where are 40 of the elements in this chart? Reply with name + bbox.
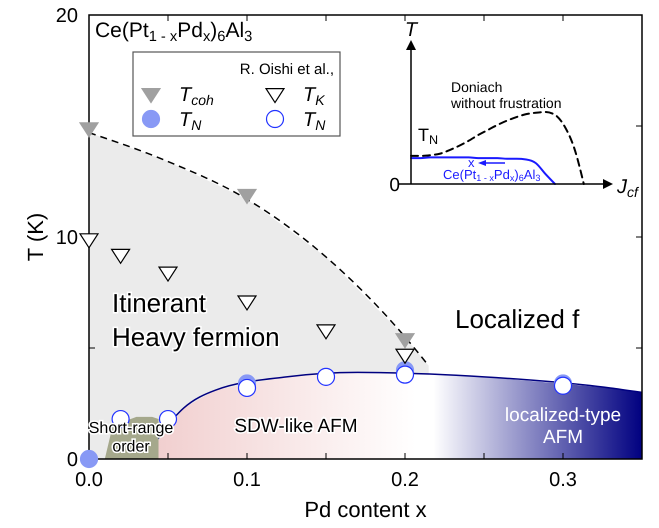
point	[79, 122, 99, 138]
annotation: x	[468, 155, 475, 170]
point	[238, 378, 256, 398]
legend-label: T$_{K}$	[303, 84, 326, 108]
annotation: Doniach without frustration	[450, 79, 562, 112]
annotation: Localized f	[455, 304, 580, 334]
x-axis-title: J$_{cf}$	[616, 176, 640, 200]
legend-label: T$_{coh}$	[179, 84, 214, 108]
point	[80, 450, 98, 468]
point	[237, 188, 257, 204]
x-tick-label: 0.1	[233, 469, 261, 491]
point	[396, 366, 414, 384]
y-axis-title: T	[404, 19, 419, 41]
point	[316, 324, 336, 340]
x-tick-label: 0.2	[391, 469, 419, 491]
legend-label: T$_{N}$	[303, 109, 326, 132]
point	[79, 233, 99, 248]
annotation: T$_{N}$	[418, 125, 438, 148]
annotation: Heavy fermion	[112, 322, 280, 352]
x-tick-label: 0.3	[549, 469, 577, 491]
legend-label: T$_{N}$	[179, 109, 202, 132]
point	[395, 333, 415, 348]
point	[395, 348, 415, 364]
annotation: localized-type AFM	[504, 405, 622, 448]
y-axis-title: T (K)	[23, 212, 48, 262]
x-tick-label: 0.0	[75, 469, 103, 491]
point	[158, 266, 178, 282]
point	[316, 368, 336, 386]
point	[111, 248, 130, 264]
chart-title: Ce(Pt$_{1 - x}$Pd$_{x}$)$_{6}$Al$_{3}$	[95, 19, 252, 45]
y-tick-label: 0	[66, 449, 78, 471]
x-axis-title: Pd content x	[304, 497, 427, 522]
legend-title: R. Oishi et al.,	[240, 61, 334, 78]
annotation: 0	[389, 175, 400, 196]
y-tick-label: 10	[56, 227, 78, 249]
annotation: Itinerant	[112, 288, 207, 318]
point	[237, 295, 257, 311]
y-tick-label: 20	[56, 5, 78, 27]
annotation: Ce(Pt$_{1 - x}$Pd$_{x}$)$_{6}$Al$_{3}$	[443, 167, 540, 184]
annotation: SDW-like AFM	[234, 416, 358, 437]
